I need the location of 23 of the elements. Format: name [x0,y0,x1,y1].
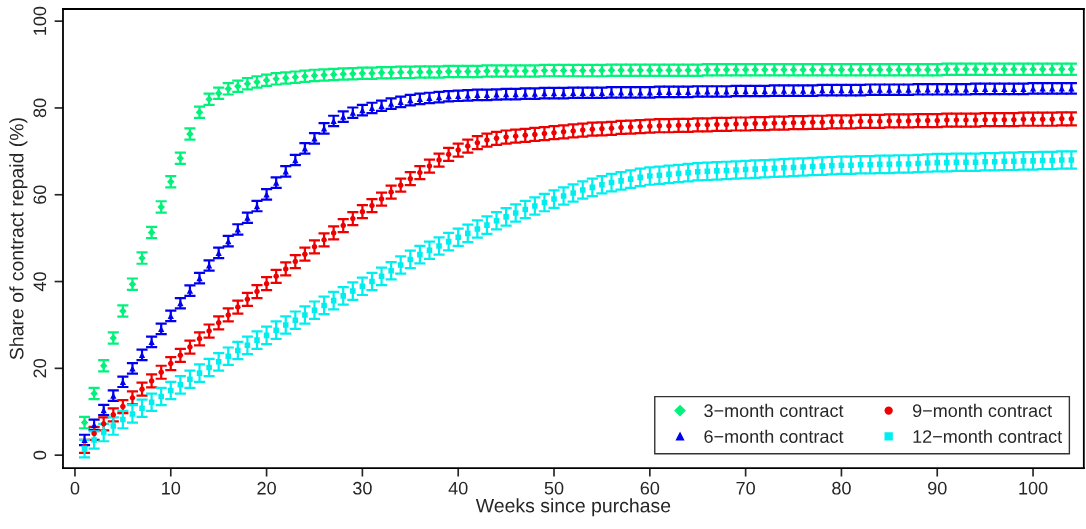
x-tick-label: 40 [448,481,468,495]
y-axis-title: Share of contract repaid (%) [9,118,28,360]
y-tick-label: 80 [33,98,47,118]
x-tick-label: 100 [1019,481,1048,495]
x-tick-label: 60 [640,481,660,495]
legend-label: 6−month contract [704,429,844,443]
y-tick-label: 40 [33,272,47,292]
legend-label: 9−month contract [912,403,1052,418]
x-tick-label: 80 [832,481,851,495]
x-tick-label: 70 [736,481,755,495]
x-tick-label: 0 [70,481,80,495]
x-tick-label: 20 [257,481,276,495]
y-tick-label: 20 [33,359,47,378]
x-tick-label: 30 [353,481,372,495]
legend-label: 12−month contract [913,429,1063,443]
x-tick-label: 90 [928,481,947,495]
y-tick-label: 100 [33,6,47,35]
x-tick-label: 10 [162,481,181,495]
legend-label: 3−month contract [704,403,844,418]
x-axis-title: Weeks since purchase [475,498,671,517]
y-tick-label: 60 [33,185,47,204]
x-tick-label: 50 [544,481,564,495]
y-tick-label: 0 [33,450,47,460]
